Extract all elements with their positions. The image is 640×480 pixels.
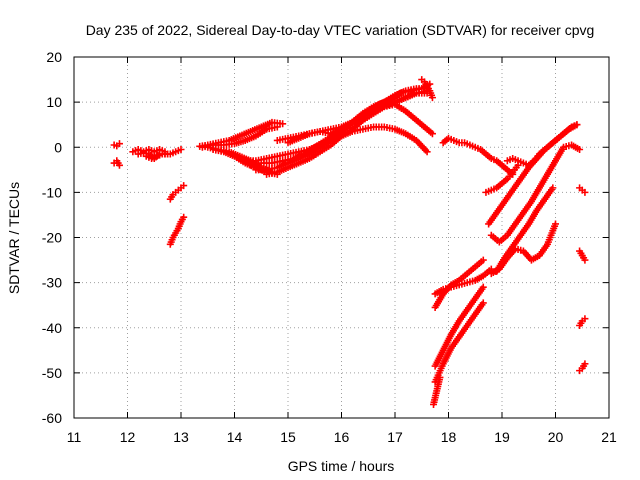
series-s25 <box>493 184 557 275</box>
data-point <box>581 188 589 196</box>
series-s17 <box>284 85 431 147</box>
series-s29 <box>431 299 487 386</box>
data-point <box>573 121 581 129</box>
grid-lines <box>74 57 609 418</box>
series-s23 <box>487 141 584 246</box>
series-s30 <box>430 373 444 408</box>
y-tick-label: -30 <box>42 275 62 291</box>
data-point <box>273 123 281 131</box>
x-tick-label: 17 <box>387 429 403 445</box>
series-s32 <box>576 247 589 264</box>
series-s34 <box>576 360 589 375</box>
series-s22 <box>485 121 581 228</box>
data-point <box>552 220 559 228</box>
data-point <box>436 373 444 381</box>
y-tick-label: 10 <box>46 94 62 110</box>
series-s27 <box>431 256 487 311</box>
data-point <box>180 213 188 221</box>
y-tick-label: -10 <box>42 184 62 200</box>
data-point <box>549 184 557 192</box>
y-tick-label: 20 <box>46 49 62 65</box>
y-tick-label: -50 <box>42 365 62 381</box>
x-tick-label: 21 <box>601 429 617 445</box>
data-point <box>576 146 584 154</box>
series-s2 <box>110 157 123 169</box>
y-tick-label: -60 <box>42 410 62 426</box>
series-s20 <box>482 161 522 196</box>
series-s9 <box>198 123 281 151</box>
series-s26 <box>431 265 495 298</box>
data-points <box>110 76 589 408</box>
series-s1 <box>110 140 123 150</box>
data-point <box>279 120 287 128</box>
x-tick-label: 15 <box>280 429 296 445</box>
data-point <box>115 140 123 148</box>
data-point <box>115 161 123 169</box>
x-tick-label: 12 <box>120 429 136 445</box>
x-tick-label: 18 <box>441 429 457 445</box>
data-point <box>479 299 487 307</box>
data-point <box>581 315 589 323</box>
x-tick-label: 16 <box>334 429 350 445</box>
data-point <box>423 148 431 156</box>
series-s33 <box>576 315 589 329</box>
data-point <box>479 256 487 264</box>
axis-ticks: 11 12 13 14 15 16 17 18 19 20 21 -60 -50 -40 -30 -20 -10… <box>42 49 617 445</box>
x-tick-label: 20 <box>548 429 564 445</box>
data-point <box>479 283 487 291</box>
x-tick-label: 19 <box>494 429 510 445</box>
data-point <box>487 265 495 273</box>
data-point <box>581 256 589 264</box>
data-point <box>428 130 436 138</box>
series-s15 <box>241 123 431 165</box>
data-point <box>177 146 185 154</box>
data-point <box>428 94 436 102</box>
data-point <box>164 150 172 158</box>
x-tick-label: 14 <box>227 429 243 445</box>
x-axis-label: GPS time / hours <box>288 458 395 474</box>
series-s6 <box>166 182 188 203</box>
series-s31 <box>576 184 589 196</box>
series-s7 <box>166 213 188 248</box>
x-tick-label: 13 <box>173 429 189 445</box>
series-s28 <box>431 283 487 370</box>
y-axis-label: SDTVAR / TECUs <box>6 182 22 294</box>
series-s19 <box>439 134 517 178</box>
y-tick-label: -20 <box>42 230 62 246</box>
y-tick-label: -40 <box>42 320 62 336</box>
x-tick-label: 11 <box>67 429 82 445</box>
y-tick-label: 0 <box>54 139 62 155</box>
data-point <box>180 182 188 190</box>
series-s5 <box>142 150 172 163</box>
chart-title: Day 235 of 2022, Sidereal Day-to-day VTE… <box>86 22 595 38</box>
data-point <box>581 360 589 368</box>
series-s18 <box>418 76 436 102</box>
